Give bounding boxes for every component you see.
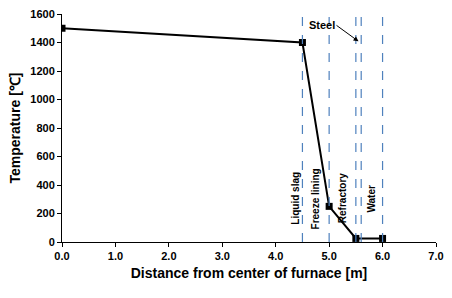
svg-text:Steel: Steel (309, 19, 335, 31)
svg-text:0.0: 0.0 (54, 250, 69, 262)
svg-text:7.0: 7.0 (428, 250, 443, 262)
svg-text:Distance from center of furnac: Distance from center of furnace [m] (131, 265, 368, 281)
svg-text:400: 400 (36, 179, 54, 191)
svg-text:Refractory: Refractory (337, 173, 348, 223)
svg-text:Liquid slag: Liquid slag (290, 172, 301, 225)
svg-text:200: 200 (36, 207, 54, 219)
svg-text:3.0: 3.0 (215, 250, 230, 262)
svg-text:5.0: 5.0 (321, 250, 336, 262)
svg-text:800: 800 (36, 122, 54, 134)
svg-text:1.0: 1.0 (108, 250, 123, 262)
svg-text:600: 600 (36, 150, 54, 162)
svg-text:Temperature [℃]: Temperature [℃] (7, 73, 23, 184)
svg-text:1600: 1600 (30, 8, 54, 20)
svg-text:Freeze lining: Freeze lining (310, 168, 321, 229)
svg-text:1000: 1000 (30, 93, 54, 105)
svg-text:1200: 1200 (30, 65, 54, 77)
svg-text:Water: Water (366, 185, 377, 213)
svg-text:6.0: 6.0 (375, 250, 390, 262)
svg-text:4.0: 4.0 (268, 250, 283, 262)
svg-text:2.0: 2.0 (161, 250, 176, 262)
svg-text:0: 0 (49, 236, 55, 248)
svg-text:1400: 1400 (30, 36, 54, 48)
